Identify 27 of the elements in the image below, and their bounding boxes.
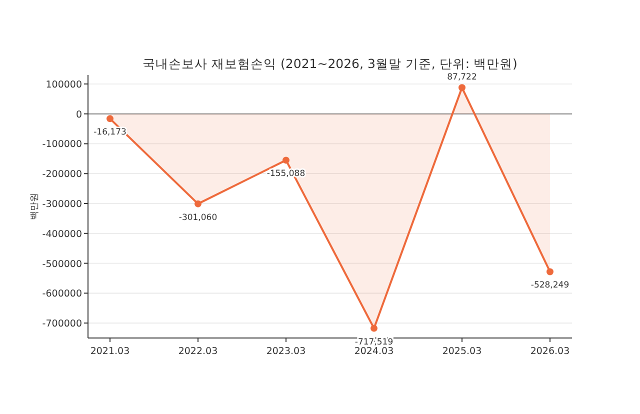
point	[546, 268, 554, 276]
x-tick-label: 2021.03	[90, 346, 130, 357]
y-tick-label: -100000	[42, 139, 82, 150]
point	[106, 115, 114, 122]
data-label: 87,722	[447, 72, 477, 83]
y-tick-label: -500000	[42, 258, 82, 270]
data-label: -528,249	[530, 280, 570, 291]
y-tick-label: -300000	[42, 199, 82, 210]
y-tick-label: -400000	[42, 228, 82, 240]
point	[282, 156, 290, 164]
y-axis-title: 백만원	[30, 193, 40, 220]
x-tick-label: 2024.03	[354, 346, 394, 357]
chart-title: 국내손보사 재보험손익 (2021~2026, 3월말 기준, 단위: 백만원)	[142, 56, 518, 71]
y-tick-label: -700000	[42, 318, 82, 330]
x-tick-label: 2026.03	[530, 346, 570, 357]
y-tick-label: -600000	[42, 288, 82, 300]
y-tick-label: -200000	[42, 169, 82, 180]
y-tick-label: 100000	[46, 79, 82, 90]
y-tick-label: 0	[76, 109, 82, 120]
x-tick-label: 2025.03	[442, 346, 482, 357]
point	[458, 84, 466, 92]
x-tick-label: 2023.03	[266, 346, 306, 357]
point	[194, 200, 202, 208]
point	[370, 324, 378, 332]
data-label: -301,060	[178, 212, 218, 223]
data-label: -717,519	[354, 337, 394, 348]
x-tick-label: 2022.03	[178, 346, 218, 357]
